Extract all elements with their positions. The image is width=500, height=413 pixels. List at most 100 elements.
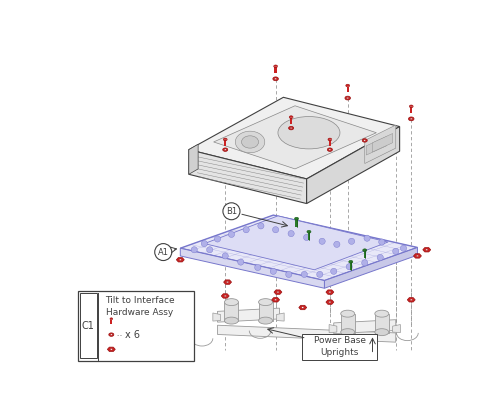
Circle shape [201,240,207,247]
Polygon shape [276,313,284,321]
Ellipse shape [258,299,272,306]
Polygon shape [423,247,430,252]
Circle shape [254,264,261,271]
FancyBboxPatch shape [302,334,377,360]
Bar [290,118,292,124]
Ellipse shape [110,334,112,335]
Circle shape [362,260,368,266]
Ellipse shape [328,148,332,152]
Ellipse shape [277,291,279,293]
Circle shape [330,268,337,274]
Circle shape [243,227,250,233]
Ellipse shape [258,317,272,324]
Ellipse shape [416,255,418,257]
Bar [375,313,389,333]
Text: A1: A1 [158,247,169,256]
Circle shape [272,227,278,233]
Polygon shape [326,290,334,294]
FancyBboxPatch shape [80,293,96,358]
Polygon shape [299,305,306,310]
Circle shape [238,259,244,265]
Ellipse shape [226,281,228,283]
Polygon shape [189,150,306,204]
Ellipse shape [224,295,226,297]
Circle shape [206,247,213,253]
Circle shape [392,248,399,254]
Ellipse shape [224,138,227,141]
Circle shape [270,268,276,274]
Ellipse shape [375,329,389,336]
Polygon shape [392,325,400,332]
Ellipse shape [222,148,228,152]
Circle shape [223,203,240,220]
Polygon shape [324,247,418,288]
Ellipse shape [236,131,265,153]
Circle shape [334,241,340,247]
Bar [346,86,349,92]
Bar [296,218,298,227]
Polygon shape [365,125,396,164]
Ellipse shape [346,84,350,87]
Circle shape [258,223,264,229]
Bar [364,250,366,258]
Circle shape [288,230,294,237]
Ellipse shape [179,259,182,261]
Polygon shape [272,298,280,302]
Polygon shape [414,254,422,258]
Text: x 6: x 6 [126,330,140,339]
Bar [224,302,238,321]
Polygon shape [218,308,280,322]
Polygon shape [189,97,400,179]
Polygon shape [214,106,376,169]
Bar [258,302,272,321]
Polygon shape [108,347,116,351]
Text: Tilt to Interface
Hardware Assy: Tilt to Interface Hardware Assy [105,296,175,317]
Ellipse shape [345,96,350,100]
Polygon shape [224,280,232,284]
Ellipse shape [375,310,389,317]
Ellipse shape [410,105,413,108]
Bar [224,140,226,146]
Circle shape [214,236,220,242]
Ellipse shape [364,140,366,141]
Text: C1: C1 [82,321,94,331]
Polygon shape [213,313,220,321]
Bar [110,319,112,324]
Circle shape [348,238,354,244]
Ellipse shape [274,78,277,80]
Bar [308,232,310,240]
Ellipse shape [362,139,368,142]
Text: Power Base
Uprights: Power Base Uprights [314,336,366,357]
Ellipse shape [340,329,354,336]
Ellipse shape [328,138,332,141]
Polygon shape [329,325,337,332]
Polygon shape [274,290,282,294]
Circle shape [191,247,198,253]
Ellipse shape [294,217,298,220]
Ellipse shape [274,65,278,68]
Polygon shape [180,248,324,288]
Ellipse shape [290,127,292,129]
Circle shape [364,235,370,241]
Polygon shape [366,137,386,155]
Bar [274,67,277,73]
Ellipse shape [410,299,412,301]
Circle shape [400,245,406,251]
Ellipse shape [328,291,331,293]
Ellipse shape [349,260,353,263]
Circle shape [286,271,292,278]
Polygon shape [372,133,392,152]
Ellipse shape [110,318,112,320]
Polygon shape [408,298,415,302]
Ellipse shape [426,249,428,251]
Polygon shape [189,144,198,174]
Ellipse shape [408,117,414,121]
Circle shape [301,271,308,278]
Circle shape [228,231,234,237]
Polygon shape [180,215,418,280]
Ellipse shape [288,126,294,130]
Polygon shape [218,325,396,342]
Circle shape [319,238,325,244]
Circle shape [222,253,228,259]
Polygon shape [222,294,229,298]
